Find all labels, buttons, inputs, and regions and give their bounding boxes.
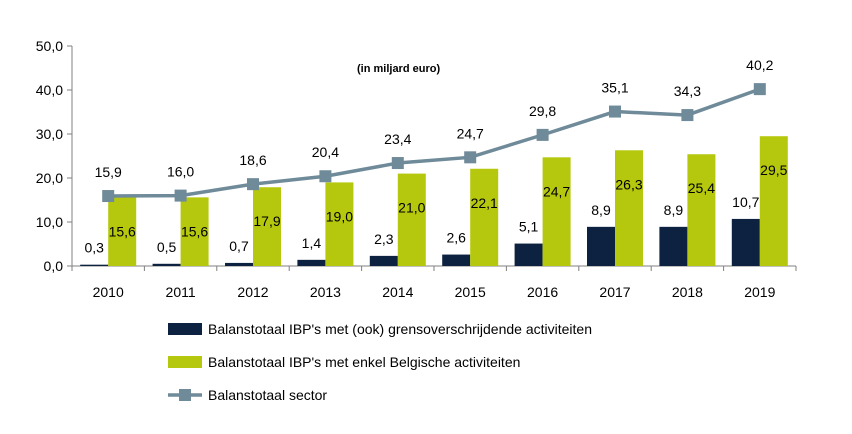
x-tick-label: 2018 bbox=[672, 284, 703, 300]
bar-cross-border bbox=[225, 262, 253, 266]
bar-belgian bbox=[180, 197, 209, 266]
bar-data-label: 2,3 bbox=[374, 231, 394, 247]
bar-cross-border bbox=[152, 263, 181, 266]
line-point bbox=[609, 105, 621, 118]
bar-data-label: 8,9 bbox=[664, 202, 684, 218]
bar-belgian bbox=[108, 197, 137, 266]
legend-label: Balanstotaal IBP's met enkel Belgische a… bbox=[208, 354, 520, 370]
y-tick-label: 40,0 bbox=[36, 82, 63, 98]
line-point bbox=[753, 83, 766, 96]
bar-data-label: 17,9 bbox=[253, 213, 280, 229]
bar-belgian bbox=[759, 136, 788, 266]
line-point bbox=[464, 151, 477, 164]
bar-data-label: 19,0 bbox=[326, 208, 353, 224]
bar-data-label: 8,9 bbox=[591, 202, 611, 218]
bar-cross-border bbox=[80, 264, 109, 266]
bar-data-label: 22,1 bbox=[471, 195, 498, 211]
legend-label: Balanstotaal IBP's met (ook) grensoversc… bbox=[208, 321, 592, 337]
bar-data-label: 21,0 bbox=[398, 200, 425, 216]
bar-data-label: 1,4 bbox=[302, 235, 322, 251]
axes: 0,0 10,0 20,0 30,0 40,0 50,0 2010 2011 2012 2013 2… bbox=[36, 38, 797, 300]
legend: Balanstotaal IBP's met (ook) grensoversc… bbox=[168, 321, 592, 403]
bar-belgian bbox=[253, 187, 281, 266]
bar-data-label: 5,1 bbox=[519, 219, 539, 235]
bar-data-label: 24,7 bbox=[543, 183, 570, 199]
bar-cross-border bbox=[297, 259, 326, 266]
bar-belgian bbox=[687, 154, 716, 266]
line-point bbox=[391, 157, 404, 170]
line-data-label: 40,2 bbox=[746, 57, 773, 73]
bar-data-label: 25,4 bbox=[688, 180, 715, 196]
chart-annotation: (in miljard euro) bbox=[357, 63, 440, 75]
x-tick-label: 2019 bbox=[744, 284, 775, 300]
bar-data-label: 0,7 bbox=[229, 238, 249, 254]
bar-data-label: 15,6 bbox=[109, 223, 136, 239]
line-data-label: 18,6 bbox=[239, 152, 266, 168]
line-data-label: 16,0 bbox=[167, 164, 194, 180]
bar-cross-border bbox=[514, 243, 543, 266]
bar-belgian bbox=[542, 157, 571, 266]
bar-belgian bbox=[470, 168, 499, 266]
x-tick-label: 2015 bbox=[455, 284, 486, 300]
data-labels: 0,3 0,5 0,7 1,4 2,3 2,6 5,1 8,9 8,9 10,7 15,6 15,6 1… bbox=[84, 57, 787, 256]
x-tick-label: 2017 bbox=[599, 284, 630, 300]
line-series bbox=[102, 83, 766, 203]
bar-belgian bbox=[325, 182, 354, 266]
x-tick-label: 2016 bbox=[527, 284, 558, 300]
x-tick-label: 2010 bbox=[93, 284, 124, 300]
y-tick-label: 50,0 bbox=[36, 38, 63, 54]
bar-data-label: 10,7 bbox=[732, 194, 759, 210]
line-point bbox=[536, 128, 549, 141]
legend-swatch bbox=[168, 356, 202, 368]
line-data-label: 23,4 bbox=[384, 131, 411, 147]
bar-cross-border bbox=[369, 255, 398, 266]
legend-swatch bbox=[168, 323, 202, 335]
x-tick-label: 2013 bbox=[310, 284, 341, 300]
bar-data-label: 15,6 bbox=[181, 223, 208, 239]
line-sector-total bbox=[108, 87, 761, 198]
bar-data-label: 0,3 bbox=[84, 240, 104, 256]
x-tick-label: 2014 bbox=[382, 284, 413, 300]
bar-belgian bbox=[397, 173, 426, 266]
line-data-label: 24,7 bbox=[457, 125, 484, 141]
bar-cross-border bbox=[731, 218, 760, 266]
y-tick-label: 10,0 bbox=[36, 214, 63, 230]
line-data-label: 29,8 bbox=[529, 103, 556, 119]
x-tick-label: 2012 bbox=[237, 284, 268, 300]
line-point bbox=[681, 109, 694, 122]
line-point bbox=[247, 178, 259, 191]
bar-cross-border bbox=[442, 254, 471, 266]
bar-cross-border bbox=[587, 226, 615, 266]
bar-cross-border bbox=[659, 226, 688, 266]
bar-data-label: 2,6 bbox=[446, 230, 466, 246]
x-tick-label: 2011 bbox=[166, 284, 196, 300]
bar-data-label: 0,5 bbox=[157, 239, 177, 255]
y-tick-label: 30,0 bbox=[36, 126, 63, 142]
bar-data-label: 26,3 bbox=[615, 176, 642, 192]
y-tick-label: 20,0 bbox=[36, 170, 63, 186]
line-data-label: 15,9 bbox=[95, 164, 122, 180]
line-point bbox=[319, 170, 332, 183]
bar-data-label: 29,5 bbox=[760, 162, 787, 178]
y-tick-label: 0,0 bbox=[44, 258, 64, 274]
bars bbox=[80, 136, 788, 266]
legend-label: Balanstotaal sector bbox=[208, 387, 327, 403]
line-point bbox=[102, 190, 115, 203]
line-data-label: 34,3 bbox=[674, 83, 701, 99]
line-data-label: 35,1 bbox=[601, 80, 628, 96]
legend-swatch-marker bbox=[179, 389, 191, 401]
line-point bbox=[174, 189, 187, 202]
line-data-label: 20,4 bbox=[312, 144, 339, 160]
bar-belgian bbox=[615, 150, 643, 266]
